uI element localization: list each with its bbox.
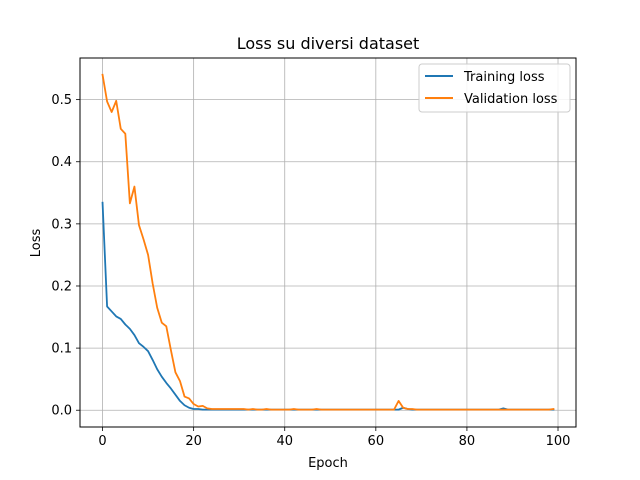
- x-tick-label: 0: [98, 434, 106, 449]
- chart-title: Loss su diversi dataset: [237, 34, 420, 53]
- x-tick-label: 80: [459, 434, 476, 449]
- x-tick-label: 100: [546, 434, 571, 449]
- y-tick-label: 0.5: [51, 93, 72, 108]
- y-tick-label: 0.4: [51, 155, 72, 170]
- x-tick-label: 40: [276, 434, 293, 449]
- legend: Training loss Validation loss: [418, 63, 571, 113]
- x-axis-label: Epoch: [308, 456, 348, 471]
- y-tick-label: 0.1: [51, 342, 72, 357]
- y-tick-label: 0.0: [51, 404, 72, 419]
- y-tick-label: 0.3: [51, 217, 72, 232]
- y-tick-label: 0.2: [51, 279, 72, 294]
- legend-box: [418, 63, 571, 113]
- validation-loss-line: [101, 73, 555, 411]
- legend-label-validation: Validation loss: [464, 92, 558, 107]
- y-axis-label: Loss: [29, 229, 44, 258]
- x-tick-label: 60: [368, 434, 385, 449]
- x-tick-label: 20: [185, 434, 202, 449]
- legend-label-training: Training loss: [463, 70, 545, 85]
- series-lines: [101, 73, 555, 411]
- grid: [80, 58, 576, 427]
- y-axis-ticks: 0.0 0.1 0.2 0.3 0.4 0.5: [51, 93, 80, 419]
- x-axis-ticks: 0 20 40 60 80 100: [98, 427, 570, 449]
- plot-frame: [79, 57, 577, 428]
